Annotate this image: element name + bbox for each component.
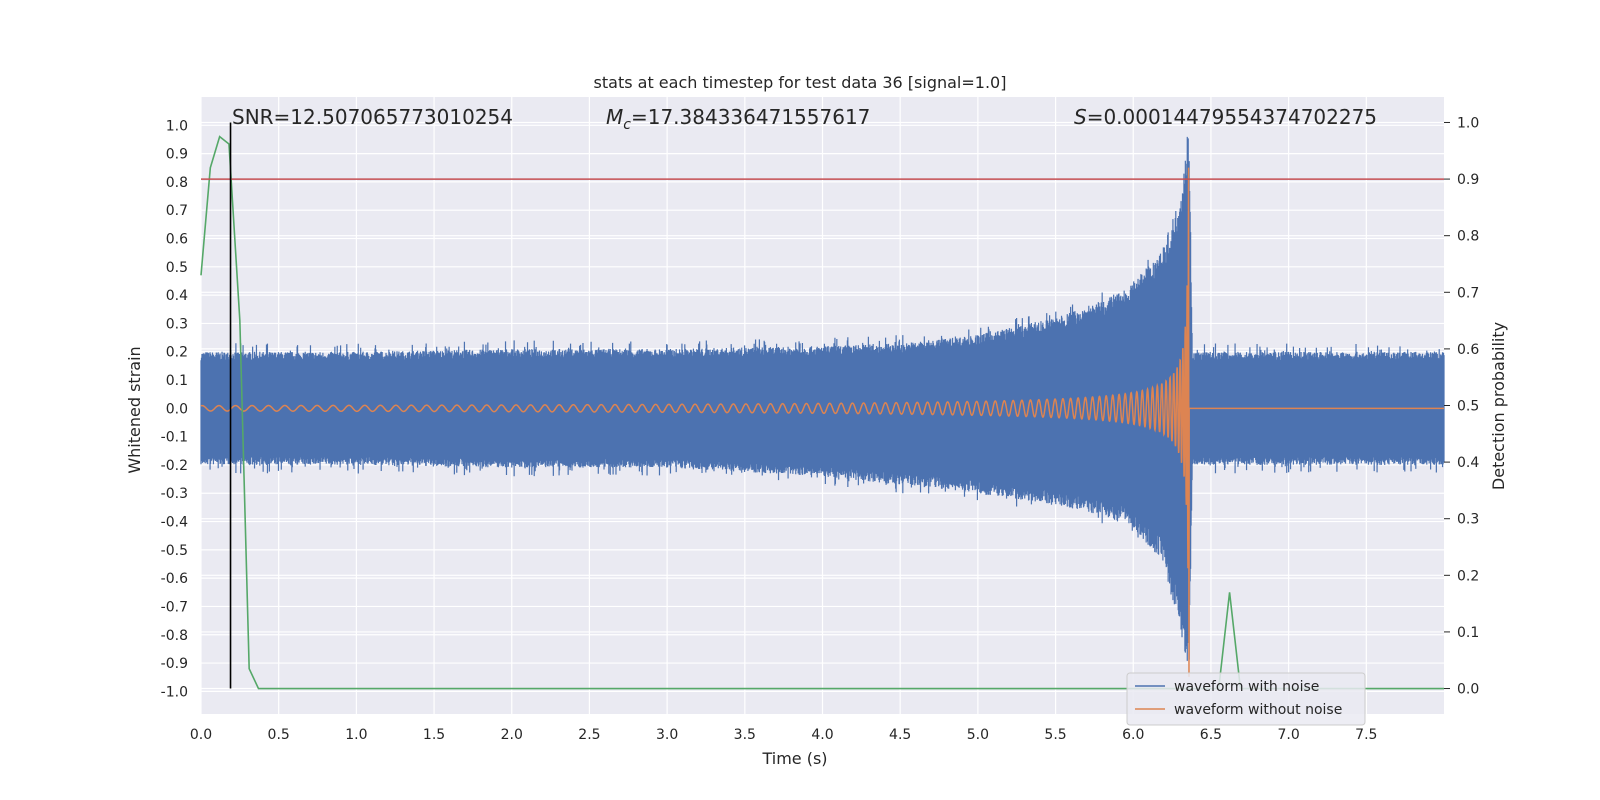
y2-tick-label: 0.8	[1457, 229, 1479, 245]
y-tick-label: 0.7	[166, 203, 188, 219]
y2-tick-label: 0.0	[1457, 682, 1479, 698]
y-tick-label: -0.2	[161, 458, 188, 474]
y-tick-label: 0.9	[166, 147, 188, 163]
x-tick-label: 4.5	[889, 727, 911, 743]
y2-tick-label: 0.5	[1457, 399, 1479, 415]
s-symbol: S	[1074, 105, 1087, 129]
y-tick-label: -0.4	[161, 515, 188, 531]
x-tick-label: 2.0	[501, 727, 523, 743]
y-tick-label: 0.6	[166, 232, 188, 248]
series-waveform-without-noise	[200, 167, 1444, 677]
s-annotation: S=0.00014479554374702275	[1074, 105, 1377, 129]
bottom-axis-ticks: 0.0 0.5 1.0 1.5 2.0 2.5 3.0 3.5 4.0 4.5 5.0 5.5 6.0 6…	[190, 727, 1378, 743]
y2-tick-label: 0.4	[1457, 455, 1479, 471]
chirp-mass-annotation: Mc=17.384336471557617	[606, 105, 870, 133]
y-tick-label: -0.3	[161, 486, 188, 502]
chart-title: stats at each timestep for test data 36 …	[594, 73, 1007, 92]
x-tick-label: 0.5	[268, 727, 290, 743]
series-detection-probability	[200, 135, 1444, 690]
y-tick-label: -1.0	[161, 684, 188, 700]
y-tick-label: 0.5	[166, 260, 188, 276]
x-tick-label: 1.5	[423, 727, 445, 743]
y-tick-label: 0.0	[166, 401, 188, 417]
snr-annotation: SNR=12.507065773010254	[232, 105, 513, 129]
legend-box	[1126, 672, 1366, 726]
right-axis-ticks: 1.0 0.9 0.8 0.7 0.6 0.5 0.4 0.3 0.2 0.1 0.0	[1444, 115, 1479, 698]
y2-tick-label: 0.9	[1457, 172, 1479, 188]
x-tick-label: 4.0	[811, 727, 833, 743]
y-tick-label: -0.6	[161, 571, 188, 587]
y-tick-label: 1.0	[166, 118, 188, 134]
x-tick-label: 5.0	[967, 727, 989, 743]
x-tick-label: 6.5	[1200, 727, 1222, 743]
y-tick-label: 0.8	[166, 175, 188, 191]
chirp-mass-symbol: M	[606, 105, 623, 129]
y-tick-label: -0.9	[161, 656, 188, 672]
x-tick-label: 2.5	[578, 727, 600, 743]
x-tick-label: 5.5	[1044, 727, 1066, 743]
y-tick-label: 0.2	[166, 345, 188, 361]
x-axis-label: Time (s)	[761, 749, 827, 768]
chirp-mass-subscript: c	[623, 117, 631, 133]
chirp-mass-value: =17.384336471557617	[631, 105, 870, 129]
y-tick-label: 0.4	[166, 288, 188, 304]
x-tick-label: 7.0	[1277, 727, 1299, 743]
x-tick-label: 6.0	[1122, 727, 1144, 743]
y2-axis-label: Detection probability	[1489, 322, 1508, 490]
legend: waveform with noise waveform without noi…	[1126, 672, 1366, 726]
legend-label-clean: waveform without noise	[1174, 702, 1342, 718]
x-tick-label: 3.0	[656, 727, 678, 743]
y-axis-label: Whitened strain	[125, 346, 144, 473]
y-tick-label: -0.5	[161, 543, 188, 559]
y2-tick-label: 1.0	[1457, 115, 1479, 131]
series-layer	[200, 122, 1445, 690]
y2-tick-label: 0.1	[1457, 625, 1479, 641]
y-tick-label: 0.3	[166, 316, 188, 332]
y-tick-label: -0.7	[161, 599, 188, 615]
s-value: =0.00014479554374702275	[1087, 105, 1377, 129]
y-tick-label: -0.1	[161, 430, 188, 446]
y-tick-label: -0.8	[161, 628, 188, 644]
y-tick-label: 0.1	[166, 373, 188, 389]
y2-tick-label: 0.6	[1457, 342, 1479, 358]
x-tick-label: 0.0	[190, 727, 212, 743]
x-tick-label: 7.5	[1355, 727, 1377, 743]
left-axis-ticks: 1.0 0.9 0.8 0.7 0.6 0.5 0.4 0.3 0.2 0.1 0.0 -0.1 -0.…	[161, 118, 188, 700]
y2-tick-label: 0.7	[1457, 285, 1479, 301]
x-tick-label: 1.0	[345, 727, 367, 743]
x-tick-label: 3.5	[734, 727, 756, 743]
legend-label-noise: waveform with noise	[1174, 679, 1319, 695]
y2-tick-label: 0.3	[1457, 512, 1479, 528]
y2-tick-label: 0.2	[1457, 568, 1479, 584]
